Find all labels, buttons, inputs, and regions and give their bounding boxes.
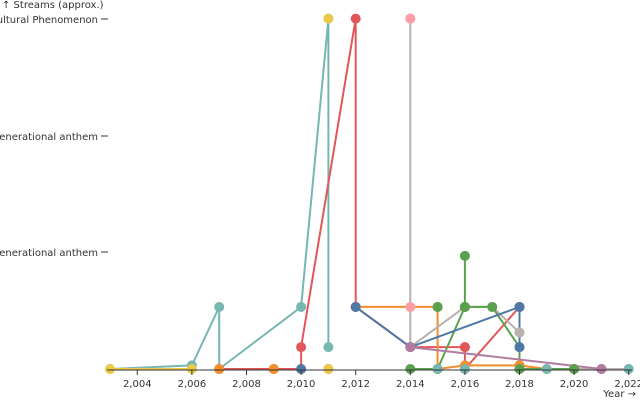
data-point (596, 364, 607, 374)
series-line-2 (218, 17, 576, 370)
x-tick-label: 2,004 (123, 379, 152, 390)
data-point (296, 301, 307, 312)
data-point (514, 301, 525, 312)
data-point (296, 342, 307, 353)
data-point (405, 301, 416, 312)
series-line-0 (109, 17, 330, 370)
series-line-6 (354, 305, 521, 349)
x-tick-label: 2,020 (560, 379, 589, 390)
series-line-7 (409, 346, 603, 370)
data-point (514, 327, 525, 338)
data-point (323, 364, 334, 374)
data-point (459, 342, 470, 353)
data-point (350, 301, 361, 312)
data-point (323, 342, 334, 353)
x-tick-label: 2,008 (232, 379, 261, 390)
x-tick-label: 2,022 (614, 379, 640, 390)
y-axis-label: ↑ Streams (approx.) (2, 0, 104, 11)
x-tick-label: 2,016 (451, 379, 480, 390)
x-tick-label: 2,014 (396, 379, 425, 390)
y-tick-label: Generational anthem (0, 248, 98, 259)
x-tick-label: 2,010 (287, 379, 316, 390)
data-point (514, 342, 525, 353)
data-point (296, 364, 307, 374)
x-tick-label: 2,018 (505, 379, 534, 390)
data-point (323, 13, 334, 24)
data-point (214, 364, 225, 374)
data-point (541, 364, 552, 374)
data-point (487, 301, 498, 312)
data-point (214, 301, 225, 312)
data-point (105, 364, 115, 374)
series-line-5 (409, 254, 576, 370)
x-tick-label: 2,012 (341, 379, 370, 390)
data-point (459, 364, 470, 374)
data-point (350, 13, 361, 24)
x-tick-label: 2,006 (178, 379, 207, 390)
data-point (432, 301, 443, 312)
data-point (459, 250, 470, 261)
data-point (459, 301, 470, 312)
data-point (405, 364, 416, 374)
data-point (405, 13, 416, 24)
y-tick-label: Generational anthem (0, 132, 98, 143)
y-tick-label: Cultural Phenomenon (0, 15, 98, 26)
data-point (268, 364, 279, 374)
data-point (514, 364, 525, 374)
data-point (432, 364, 443, 374)
x-axis-label: Year → (602, 389, 636, 400)
data-point (405, 342, 416, 353)
data-point (569, 364, 580, 374)
data-point (186, 364, 197, 374)
data-point (623, 364, 634, 374)
